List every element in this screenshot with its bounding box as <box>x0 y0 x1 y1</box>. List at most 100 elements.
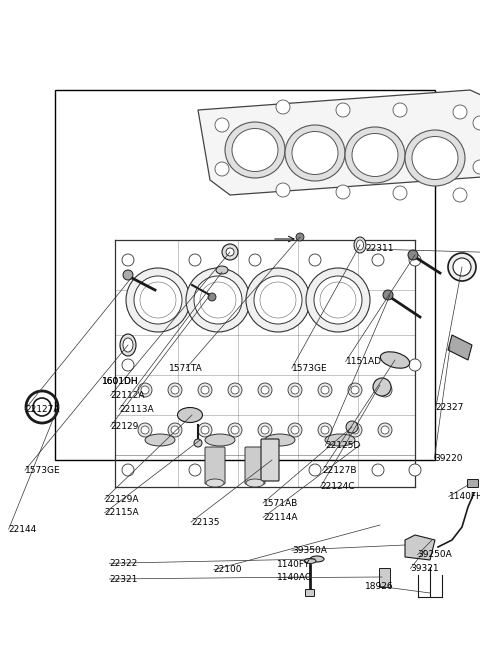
Bar <box>55 90 435 460</box>
Circle shape <box>194 439 202 447</box>
Circle shape <box>288 383 302 397</box>
Circle shape <box>393 186 407 200</box>
Circle shape <box>409 464 421 476</box>
Text: 1601DH: 1601DH <box>102 377 138 386</box>
Circle shape <box>201 426 209 434</box>
Circle shape <box>381 386 389 394</box>
Text: 39350A: 39350A <box>292 546 327 555</box>
Ellipse shape <box>292 132 338 174</box>
Ellipse shape <box>206 479 224 487</box>
Circle shape <box>249 464 261 476</box>
Circle shape <box>381 426 389 434</box>
Text: 1601DH: 1601DH <box>102 377 138 386</box>
Ellipse shape <box>405 130 465 186</box>
Circle shape <box>171 386 179 394</box>
Circle shape <box>306 268 370 332</box>
Circle shape <box>254 276 302 324</box>
Circle shape <box>122 359 134 371</box>
Circle shape <box>348 423 362 437</box>
Circle shape <box>321 386 329 394</box>
Circle shape <box>393 103 407 117</box>
Text: 22124C: 22124C <box>321 482 355 491</box>
Circle shape <box>141 386 149 394</box>
Text: 1571TA: 1571TA <box>169 364 203 373</box>
Ellipse shape <box>265 434 295 446</box>
Polygon shape <box>198 90 480 195</box>
Circle shape <box>222 244 238 260</box>
Circle shape <box>291 426 299 434</box>
Text: 22311: 22311 <box>366 244 394 253</box>
Text: 22115A: 22115A <box>105 508 139 517</box>
Text: 18926: 18926 <box>365 582 394 591</box>
Circle shape <box>138 383 152 397</box>
Circle shape <box>194 276 242 324</box>
Ellipse shape <box>246 479 264 487</box>
Circle shape <box>122 464 134 476</box>
Text: 22321: 22321 <box>109 574 138 584</box>
Circle shape <box>473 116 480 130</box>
Ellipse shape <box>178 407 203 422</box>
Text: 1140FH: 1140FH <box>449 492 480 501</box>
Circle shape <box>208 293 216 301</box>
Text: 22127B: 22127B <box>323 466 357 475</box>
Circle shape <box>288 423 302 437</box>
Text: 39250A: 39250A <box>418 550 452 559</box>
Circle shape <box>171 426 179 434</box>
Circle shape <box>189 254 201 266</box>
Text: 22127A: 22127A <box>25 405 60 414</box>
Circle shape <box>372 254 384 266</box>
Ellipse shape <box>225 122 285 178</box>
Circle shape <box>186 268 250 332</box>
Ellipse shape <box>304 559 316 563</box>
Circle shape <box>314 276 362 324</box>
Circle shape <box>318 383 332 397</box>
Circle shape <box>346 421 358 433</box>
FancyBboxPatch shape <box>380 569 391 588</box>
FancyBboxPatch shape <box>261 439 279 481</box>
Text: 22322: 22322 <box>109 559 138 568</box>
Circle shape <box>409 359 421 371</box>
Circle shape <box>122 254 134 266</box>
Circle shape <box>296 233 304 241</box>
Circle shape <box>189 464 201 476</box>
Circle shape <box>351 426 359 434</box>
Text: 39321: 39321 <box>410 564 439 573</box>
Circle shape <box>226 248 234 256</box>
Circle shape <box>198 423 212 437</box>
Circle shape <box>200 282 236 318</box>
Circle shape <box>33 398 51 416</box>
Ellipse shape <box>412 136 458 179</box>
Circle shape <box>134 276 182 324</box>
Text: 22100: 22100 <box>214 565 242 574</box>
Circle shape <box>138 423 152 437</box>
Circle shape <box>453 258 471 276</box>
Ellipse shape <box>354 237 366 253</box>
Circle shape <box>201 386 209 394</box>
Ellipse shape <box>357 240 363 250</box>
FancyBboxPatch shape <box>468 479 479 487</box>
Circle shape <box>383 290 393 300</box>
Circle shape <box>320 282 356 318</box>
Text: 22114A: 22114A <box>263 513 298 522</box>
Circle shape <box>378 383 392 397</box>
Circle shape <box>336 103 350 117</box>
Circle shape <box>276 183 290 197</box>
FancyBboxPatch shape <box>205 447 225 484</box>
Circle shape <box>318 423 332 437</box>
Circle shape <box>258 423 272 437</box>
Circle shape <box>261 426 269 434</box>
Circle shape <box>291 386 299 394</box>
Text: 22129: 22129 <box>110 422 139 431</box>
Text: 22125D: 22125D <box>325 441 360 450</box>
Circle shape <box>321 426 329 434</box>
Circle shape <box>348 383 362 397</box>
Ellipse shape <box>216 266 228 274</box>
Circle shape <box>168 383 182 397</box>
Circle shape <box>126 268 190 332</box>
Circle shape <box>231 386 239 394</box>
Text: 1151AD: 1151AD <box>346 357 382 366</box>
Circle shape <box>228 423 242 437</box>
Ellipse shape <box>310 556 324 562</box>
Circle shape <box>168 423 182 437</box>
Polygon shape <box>448 335 472 360</box>
